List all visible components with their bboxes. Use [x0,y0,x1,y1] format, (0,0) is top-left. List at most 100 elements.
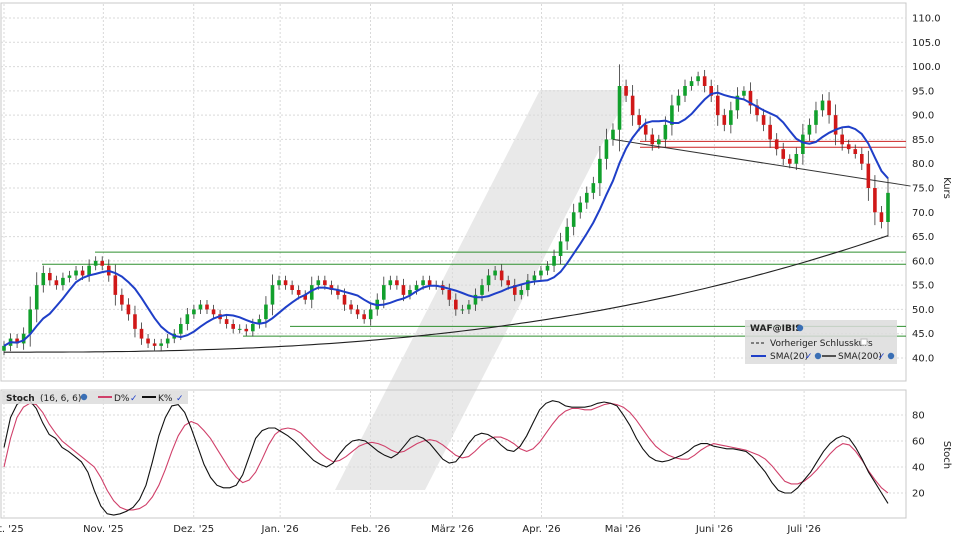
candle-body [336,290,340,295]
y-tick-label: 105.0 [912,38,941,49]
price-y-axis: 110.0 105.0 100.0 95.0 90.0 85.0 80.0 75.0 70.0 6… [912,14,941,365]
candle-body [67,275,72,278]
y-tick-label: 90.0 [912,111,934,122]
candle-body [15,338,19,344]
candle-body [355,309,360,315]
candle-body [28,309,32,334]
candle-body [185,314,190,324]
candle-body [381,285,386,300]
candle-body [768,124,772,140]
y-tick-label: 110.0 [912,14,941,25]
candle-body [755,105,759,116]
y-tick-label: 40 [912,463,925,474]
candle-body [833,115,838,135]
candle-body [198,304,203,310]
y-tick-label: 40.0 [912,354,934,365]
candle-body [539,270,543,276]
candle-body [761,115,766,125]
candle-body [657,139,661,145]
candle-body [34,285,39,310]
price-legend: WAF@IBIS Vorheriger Schlusskurs SMA(20) … [745,320,897,364]
candle-body [277,280,281,286]
candlestick-series [2,64,890,356]
candle-body [41,273,46,286]
x-tick-label: Juni '26 [695,524,733,535]
candle-body [152,343,157,346]
candle-body [526,280,530,290]
candle-body [224,319,229,324]
candle-body [421,280,425,286]
candle-body [729,110,733,125]
stoch-k-line [3,398,889,516]
price-grid [1,4,906,380]
candle-body [676,95,681,106]
candle-body [774,139,779,150]
stoch-legend-params: (16, 6, 6) [40,394,81,404]
candle-body [231,324,235,329]
price-panel-frame [0,2,907,382]
check-icon[interactable]: ✓ [805,352,813,362]
candle-body [303,294,308,300]
legend-symbol: WAF@IBIS [750,324,802,334]
legend-prev-close-box[interactable] [860,338,868,346]
candle-body [401,285,406,295]
candle-body [735,95,740,111]
candle-body [552,256,556,266]
globe-icon[interactable] [814,352,822,360]
candle-body [100,260,105,266]
stoch-axis-title: Stoch [941,441,952,469]
candle-body [165,338,170,344]
candle-body [709,86,714,96]
candle-body [349,304,353,310]
candle-body [460,309,465,311]
candle-body [814,110,818,125]
candle-body [159,343,163,346]
candle-body [126,304,131,315]
candle-body [617,86,622,130]
candle-body [48,273,52,281]
candle-body [473,294,478,305]
trend-line [612,138,911,187]
candle-body [722,115,727,125]
check-icon[interactable]: ✓ [176,394,184,404]
candle-body [61,277,65,286]
candle-body [506,280,511,286]
candle-body [598,158,602,184]
check-icon[interactable]: ✓ [878,352,886,362]
candle-body [591,183,596,193]
candle-body [80,270,85,276]
candle-body [683,86,687,96]
candle-body [879,212,884,222]
legend-sma20: SMA(20) [770,352,808,362]
legend-sma200: SMA(200) [838,352,882,362]
candle-body [74,270,78,276]
candle-body [368,309,373,320]
candle-body [323,280,327,286]
candle-body [873,188,877,213]
candle-body [840,134,844,145]
candle-body [846,144,851,150]
candle-body [512,285,517,295]
candle-body [578,202,583,213]
candle-body [342,294,347,305]
candle-body [860,154,864,164]
candle-body [689,81,694,86]
candle-body [637,115,641,125]
candle-body [499,270,504,281]
globe-icon[interactable] [80,393,88,401]
check-icon[interactable]: ✓ [130,394,138,404]
stoch-lines [3,398,889,516]
globe-icon[interactable] [887,352,895,360]
candle-body [2,345,6,351]
x-tick-label: Apr. '26 [522,524,560,535]
candle-body [211,309,216,315]
globe-icon[interactable] [796,324,804,332]
candle-body [663,124,668,140]
candle-body [781,149,786,159]
candle-body [519,290,524,295]
stoch-panel-frame [0,389,907,519]
candle-body [133,314,137,329]
candle-body [427,280,432,286]
candle-body [388,280,393,286]
